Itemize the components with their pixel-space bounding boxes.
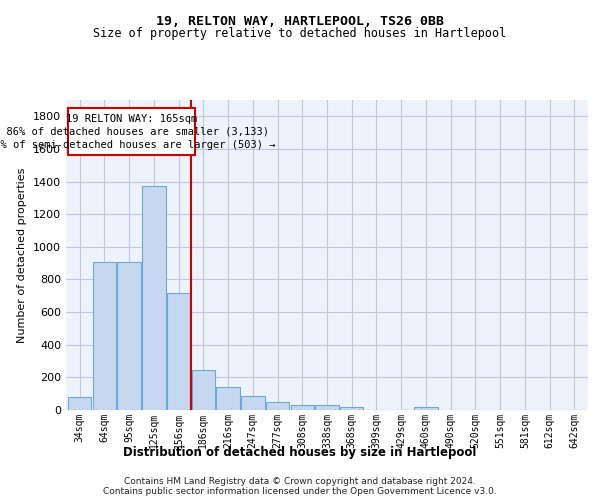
Bar: [266, 402, 289, 410]
Text: Contains HM Land Registry data © Crown copyright and database right 2024.: Contains HM Land Registry data © Crown c…: [124, 476, 476, 486]
Bar: [191, 370, 215, 410]
Text: Distribution of detached houses by size in Hartlepool: Distribution of detached houses by size …: [124, 446, 476, 459]
Bar: [118, 262, 141, 410]
Text: 19, RELTON WAY, HARTLEPOOL, TS26 0BB: 19, RELTON WAY, HARTLEPOOL, TS26 0BB: [156, 15, 444, 28]
Bar: [216, 387, 240, 410]
Text: Contains public sector information licensed under the Open Government Licence v3: Contains public sector information licen…: [103, 486, 497, 496]
Bar: [290, 405, 314, 410]
Bar: [414, 406, 438, 410]
Y-axis label: Number of detached properties: Number of detached properties: [17, 168, 28, 342]
Bar: [315, 406, 339, 410]
Text: ← 86% of detached houses are smaller (3,133): ← 86% of detached houses are smaller (3,…: [0, 127, 269, 137]
Bar: [142, 186, 166, 410]
Bar: [92, 262, 116, 410]
Bar: [68, 397, 91, 410]
Bar: [340, 406, 364, 410]
Text: 14% of semi-detached houses are larger (503) →: 14% of semi-detached houses are larger (…: [0, 140, 275, 150]
Bar: [167, 292, 190, 410]
Text: 19 RELTON WAY: 165sqm: 19 RELTON WAY: 165sqm: [66, 114, 197, 124]
Bar: [241, 396, 265, 410]
Text: Size of property relative to detached houses in Hartlepool: Size of property relative to detached ho…: [94, 28, 506, 40]
FancyBboxPatch shape: [68, 108, 194, 156]
